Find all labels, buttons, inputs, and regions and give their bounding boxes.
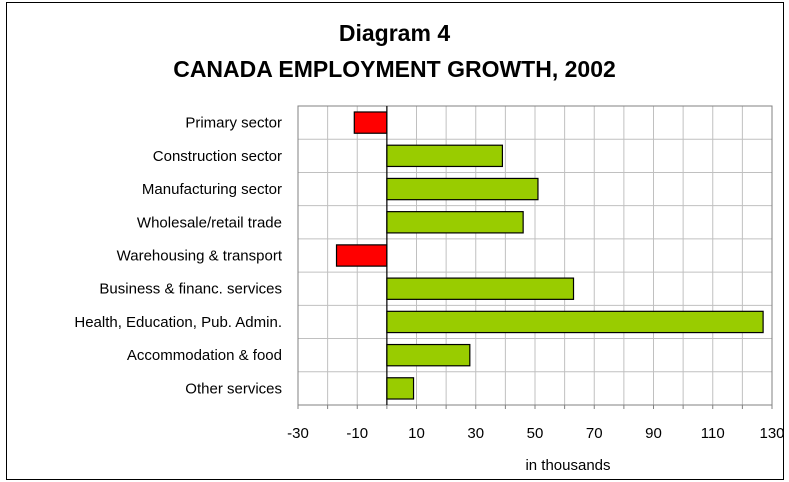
bar	[335, 244, 388, 267]
category-label: Accommodation & food	[127, 347, 282, 364]
x-tick-label: 90	[645, 425, 662, 442]
category-label: Other services	[185, 380, 282, 397]
category-label: Manufacturing sector	[142, 181, 282, 198]
x-tick-label: -30	[287, 425, 309, 442]
chart-subtitle: CANADA EMPLOYMENT GROWTH, 2002	[173, 56, 616, 82]
category-label: Business & financ. services	[99, 281, 282, 298]
x-tick-label: 70	[586, 425, 603, 442]
bar	[386, 144, 504, 168]
chart-title: Diagram 4	[338, 20, 451, 46]
bar	[386, 343, 471, 367]
x-tick-label: 130	[759, 425, 784, 442]
category-label: Health, Education, Pub. Admin.	[74, 314, 282, 331]
category-label: Construction sector	[153, 148, 282, 165]
x-tick-label: -10	[346, 425, 368, 442]
category-label: Wholesale/retail trade	[137, 214, 282, 231]
bar	[386, 277, 575, 300]
bar	[386, 310, 764, 334]
category-label: Primary sector	[185, 115, 282, 132]
bar	[386, 211, 524, 234]
x-tick-label: 50	[527, 425, 544, 442]
x-tick-label: 110	[701, 425, 725, 442]
x-axis-label: in thousands	[525, 457, 610, 474]
category-label: Warehousing & transport	[117, 248, 283, 265]
x-tick-label: 30	[467, 425, 484, 442]
bar	[386, 177, 539, 201]
bar	[353, 111, 388, 134]
x-tick-label: 10	[408, 425, 425, 442]
bar	[386, 377, 415, 400]
